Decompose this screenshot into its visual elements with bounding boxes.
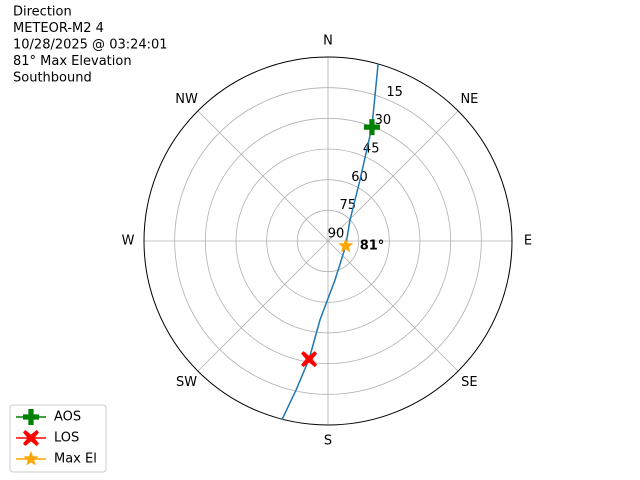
title-line: 81° Max Elevation: [13, 54, 132, 69]
angle-tick-label: E: [524, 234, 532, 249]
angle-tick-label: SE: [461, 375, 477, 390]
r-tick-label: 75: [339, 198, 356, 213]
ring-grid-line: [266, 179, 390, 303]
ring-grid-line: [204, 117, 452, 365]
marker-star: [338, 237, 354, 253]
r-tick-label: 30: [375, 113, 392, 128]
r-tick-label: 15: [386, 85, 403, 100]
angle-tick-label: W: [122, 234, 135, 249]
r-tick-label: 90: [328, 227, 345, 242]
marker-plus: [363, 119, 380, 136]
legend-label: LOS: [54, 431, 79, 446]
legend-marker: [23, 409, 39, 425]
title-line: Southbound: [13, 71, 92, 86]
angle-tick-label: NE: [460, 92, 478, 107]
legend-label: AOS: [54, 410, 81, 425]
ring-grid-line: [296, 209, 360, 273]
angle-tick-label: S: [324, 434, 332, 449]
legend-marker: [23, 430, 39, 446]
title-line: METEOR-M2 4: [13, 21, 104, 36]
track-line: [281, 63, 379, 420]
ring-grid-line: [174, 87, 482, 395]
marker-x: [301, 351, 318, 368]
angle-tick-label: NW: [175, 92, 198, 107]
title-line: 10/28/2025 @ 03:24:01: [13, 38, 168, 53]
angle-tick-label: N: [323, 34, 333, 49]
r-tick-label: 60: [351, 170, 368, 185]
legend: AOS LOS Max El: [9, 404, 107, 473]
legend-frame: [9, 404, 107, 473]
polar-frame: [143, 56, 513, 426]
legend-label: Max El: [54, 452, 97, 467]
legend-marker: [23, 451, 39, 466]
value-label: 81°: [360, 238, 385, 253]
angle-tick-label: SW: [176, 375, 197, 390]
title-line: Direction: [13, 5, 72, 20]
ring-grid-line: [235, 148, 421, 334]
